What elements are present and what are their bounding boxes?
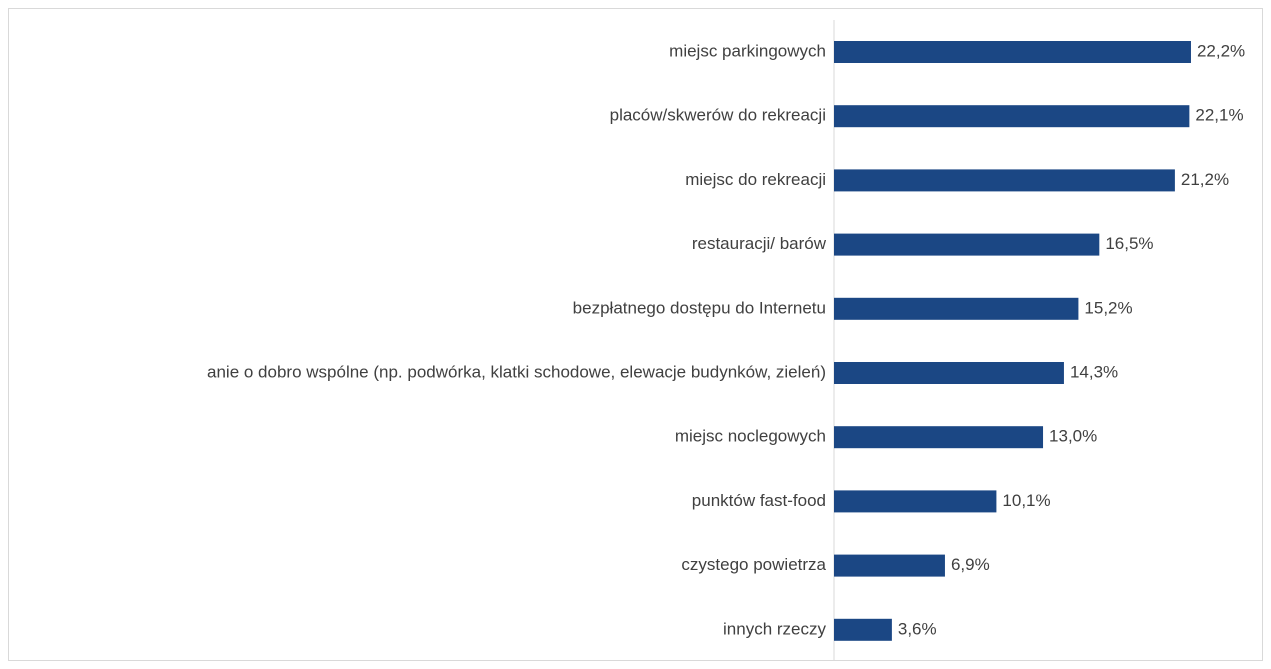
- category-label: bezpłatnego dostępu do Internetu: [573, 298, 826, 317]
- value-label: 21,2%: [1181, 170, 1229, 189]
- chart-frame: [8, 8, 1263, 661]
- category-label: innych rzeczy: [723, 619, 826, 638]
- value-label: 16,5%: [1105, 234, 1153, 253]
- bar: [834, 490, 997, 513]
- bar: [834, 41, 1191, 63]
- bar: [834, 618, 892, 641]
- value-label: 22,2%: [1197, 41, 1245, 60]
- category-label: placów/skwerów do rekreacji: [610, 106, 826, 125]
- value-label: 3,6%: [898, 619, 937, 638]
- value-label: 22,1%: [1195, 106, 1243, 125]
- category-label: miejsc parkingowych: [669, 41, 826, 60]
- value-label: 6,9%: [951, 555, 990, 574]
- value-label: 14,3%: [1070, 362, 1118, 381]
- value-label: 15,2%: [1084, 298, 1132, 317]
- category-label: czystego powietrza: [681, 555, 826, 574]
- bar: [834, 297, 1079, 320]
- category-label: miejsc noclegowych: [675, 427, 826, 446]
- category-label: restauracji/ barów: [692, 234, 827, 253]
- value-label: 10,1%: [1002, 491, 1050, 510]
- category-label: miejsc do rekreacji: [685, 170, 826, 189]
- bar: [834, 426, 1044, 449]
- bar: [834, 169, 1175, 192]
- bar: [834, 105, 1190, 128]
- category-label: punktów fast-food: [692, 491, 826, 510]
- category-label: anie o dobro wspólne (np. podwórka, klat…: [207, 362, 826, 381]
- bar: [834, 554, 945, 577]
- bar: [834, 362, 1064, 384]
- bar: [834, 233, 1100, 256]
- value-label: 13,0%: [1049, 427, 1097, 446]
